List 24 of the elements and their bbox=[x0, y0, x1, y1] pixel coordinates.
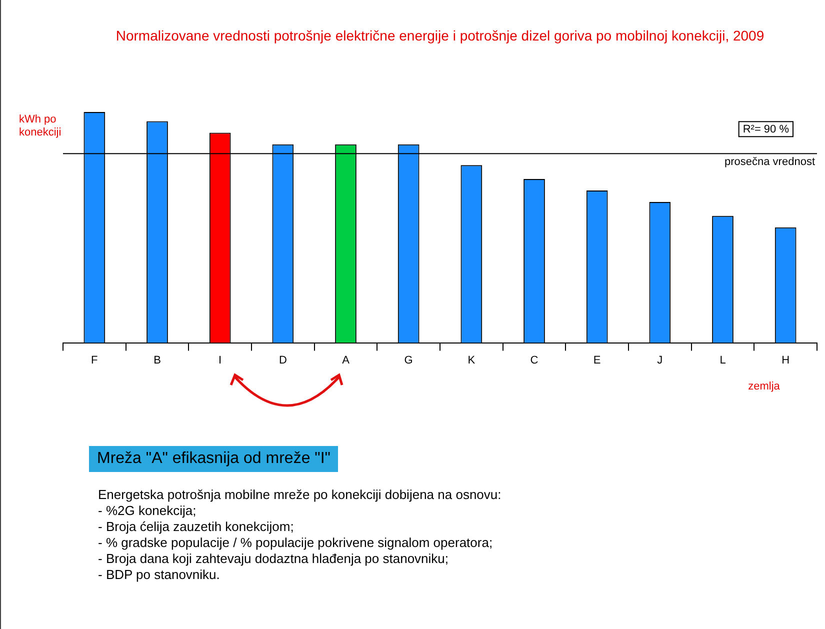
x-tick-label: K bbox=[468, 354, 476, 366]
text: - % gradske populacije / % populacije pokrivene signalom operatora; bbox=[98, 535, 494, 551]
annotation: R²= 90 % bbox=[742, 124, 790, 136]
text: Energetska potrošnja mobilne mreže po konekciji dobijena na osnovu: bbox=[98, 487, 502, 503]
text: - %2G konekcija; bbox=[98, 503, 198, 519]
x-tick-label: J bbox=[657, 354, 663, 366]
x-tick-label: D bbox=[278, 354, 287, 366]
x-tick-label: L bbox=[720, 354, 726, 366]
text: - BDP po stanovniku. bbox=[98, 567, 221, 583]
text: - Broja dana koji zahtevaju dodaztna hlađenja po stanovniku; bbox=[98, 551, 450, 567]
text: - Broja ćelija zauzetih konekcijom; bbox=[98, 519, 295, 535]
x-tick-label: I bbox=[218, 354, 222, 366]
x-tick-label: G bbox=[404, 354, 413, 366]
x-tick-label: C bbox=[530, 354, 538, 366]
chart-title: Normalizovane vrednosti potrošnje električne energije i potrošnje dizel goriva po mobilnoj konekciji, 2009 bbox=[116, 27, 764, 44]
x-tick-label: A bbox=[342, 354, 350, 366]
x-tick-label: B bbox=[154, 354, 161, 366]
x-tick-label: H bbox=[782, 354, 790, 366]
y-axis-title: kWh po konekciji bbox=[19, 114, 62, 139]
x-tick-label: E bbox=[593, 354, 601, 366]
x-tick-label: F bbox=[91, 354, 98, 366]
text: Mreža "A" efikasnija od mreže "I" bbox=[89, 446, 338, 472]
x-axis-title: zemlja bbox=[748, 380, 781, 393]
ref-line-label: prosečna vrednost bbox=[724, 156, 815, 168]
